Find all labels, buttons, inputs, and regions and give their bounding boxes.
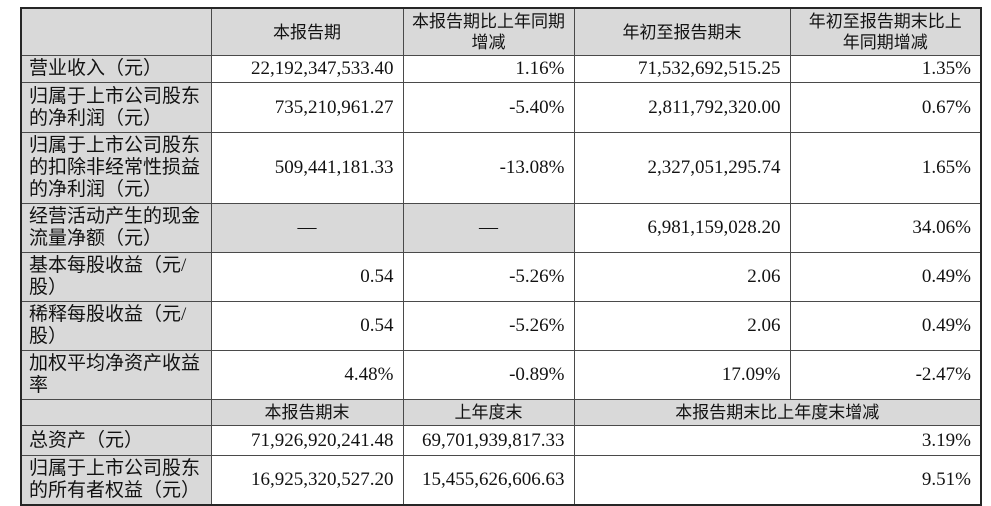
value-cell: -0.89% [402,350,575,400]
financial-summary: 本报告期 本报告期比上年同期增减 年初至报告期末 年初至报告期末比上年同期增减 … [20,7,982,506]
value-cell: 34.06% [789,203,982,253]
value-cell: 15,455,626,606.63 [402,455,575,506]
financial-summary-table: 本报告期 本报告期比上年同期增减 年初至报告期末 年初至报告期末比上年同期增减 … [20,7,982,506]
table-row-owners-equity: 归属于上市公司股东的所有者权益（元） 16,925,320,527.20 15,… [20,455,982,506]
column-header-text: 年初至报告期末比上年同期增减 [808,12,962,52]
value-cell: 1.65% [789,132,982,204]
row-label: 营业收入（元） [20,55,212,83]
value-cell: 1.35% [789,55,982,83]
column-header-blank [20,7,212,56]
column-header-period-end-change: 本报告期末比上年度末增减 [573,399,982,426]
empty-value-cell: — [210,203,404,253]
column-header-blank [20,399,212,426]
table-row-revenue: 营业收入（元） 22,192,347,533.40 1.16% 71,532,6… [20,55,982,83]
value-cell: 3.19% [573,425,982,456]
table-row-operating-cash-flow: 经营活动产生的现金流量净额（元） — — 6,981,159,028.20 34… [20,203,982,253]
table-row-basic-eps: 基本每股收益（元/股） 0.54 -5.26% 2.06 0.49% [20,252,982,302]
empty-value-cell: — [402,203,575,253]
value-cell: 17.09% [573,350,791,400]
column-header-ytd: 年初至报告期末 [573,7,791,56]
value-cell: 509,441,181.33 [210,132,404,204]
value-cell: -2.47% [789,350,982,400]
value-cell: 69,701,939,817.33 [402,425,575,456]
value-cell: 0.49% [789,252,982,302]
row-label: 归属于上市公司股东的扣除非经常性损益的净利润（元） [20,132,212,204]
row-label: 稀释每股收益（元/股） [20,301,212,351]
table-header-row-2: 本报告期末 上年度末 本报告期末比上年度末增减 [20,399,982,426]
value-cell: 1.16% [402,55,575,83]
row-label: 总资产（元） [20,425,212,456]
value-cell: 4.48% [210,350,404,400]
value-cell: 0.54 [210,301,404,351]
table-header-row-1: 本报告期 本报告期比上年同期增减 年初至报告期末 年初至报告期末比上年同期增减 [20,7,982,56]
value-cell: 6,981,159,028.20 [573,203,791,253]
row-label: 经营活动产生的现金流量净额（元） [20,203,212,253]
row-label: 基本每股收益（元/股） [20,252,212,302]
column-header-prior-year-end: 上年度末 [402,399,575,426]
row-label: 加权平均净资产收益率 [20,350,212,400]
column-header-ytd-change: 年初至报告期末比上年同期增减 [789,7,982,56]
value-cell: -5.26% [402,301,575,351]
table-row-diluted-eps: 稀释每股收益（元/股） 0.54 -5.26% 2.06 0.49% [20,301,982,351]
value-cell: 71,532,692,515.25 [573,55,791,83]
row-label: 归属于上市公司股东的所有者权益（元） [20,455,212,506]
value-cell: 22,192,347,533.40 [210,55,404,83]
value-cell: -5.26% [402,252,575,302]
value-cell: 0.49% [789,301,982,351]
value-cell: 0.67% [789,82,982,133]
value-cell: 0.54 [210,252,404,302]
table-row-total-assets: 总资产（元） 71,926,920,241.48 69,701,939,817.… [20,425,982,456]
value-cell: 2,327,051,295.74 [573,132,791,204]
value-cell: 71,926,920,241.48 [210,425,404,456]
row-label: 归属于上市公司股东的净利润（元） [20,82,212,133]
table-row-deducted-net-profit: 归属于上市公司股东的扣除非经常性损益的净利润（元） 509,441,181.33… [20,132,982,204]
table-row-weighted-roe: 加权平均净资产收益率 4.48% -0.89% 17.09% -2.47% [20,350,982,400]
column-header-text: 本报告期比上年同期增减 [412,12,565,52]
value-cell: 9.51% [573,455,982,506]
value-cell: 2.06 [573,252,791,302]
table-row-net-profit: 归属于上市公司股东的净利润（元） 735,210,961.27 -5.40% 2… [20,82,982,133]
value-cell: -13.08% [402,132,575,204]
column-header-current-period: 本报告期 [210,7,404,56]
value-cell: 735,210,961.27 [210,82,404,133]
column-header-period-change: 本报告期比上年同期增减 [402,7,575,56]
value-cell: 16,925,320,527.20 [210,455,404,506]
value-cell: -5.40% [402,82,575,133]
column-header-period-end: 本报告期末 [210,399,404,426]
value-cell: 2.06 [573,301,791,351]
value-cell: 2,811,792,320.00 [573,82,791,133]
